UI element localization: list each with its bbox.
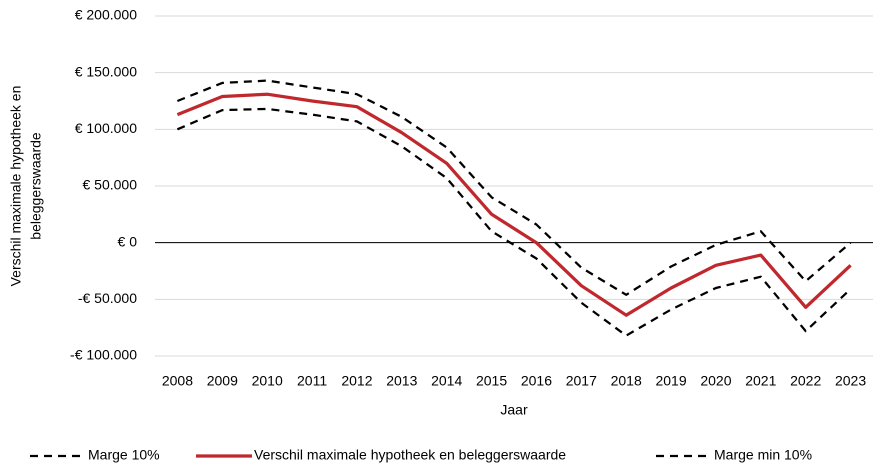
x-tick-label: 2010 — [252, 373, 283, 389]
y-tick-label: € 50.000 — [83, 177, 138, 193]
x-tick-label: 2015 — [476, 373, 507, 389]
data-line — [176, 107, 852, 337]
x-tick-label: 2008 — [162, 373, 193, 389]
x-tick-label: 2012 — [341, 373, 372, 389]
x-tick-label: 2019 — [655, 373, 686, 389]
x-tick-label: 2014 — [431, 373, 462, 389]
x-tick-label: 2023 — [835, 373, 866, 389]
x-tick-label: 2009 — [207, 373, 238, 389]
x-tick-label: 2016 — [521, 373, 552, 389]
x-tick-label: 2011 — [297, 373, 327, 389]
x-tick-label: 2021 — [745, 373, 776, 389]
y-tick-label: € 150.000 — [75, 63, 137, 79]
y-axis-label: Verschil maximale hypotheek en — [8, 86, 24, 287]
x-axis-label: Jaar — [500, 402, 528, 418]
legend-label: Marge min 10% — [714, 447, 812, 463]
x-tick-label: 2020 — [700, 373, 731, 389]
legend-label: Marge 10% — [88, 447, 160, 463]
y-tick-label: -€ 100.000 — [70, 347, 137, 363]
y-tick-label: € 0 — [118, 233, 138, 249]
data-line — [176, 79, 852, 296]
data-line — [176, 92, 852, 317]
y-tick-label: € 100.000 — [75, 120, 137, 136]
x-tick-label: 2022 — [790, 373, 821, 389]
y-tick-label: -€ 50.000 — [78, 290, 137, 306]
legend-label: Verschil maximale hypotheek en beleggers… — [254, 447, 566, 463]
x-tick-label: 2018 — [611, 373, 642, 389]
y-axis-label: beleggerswaarde — [28, 132, 44, 240]
x-tick-label: 2013 — [386, 373, 417, 389]
x-tick-label: 2017 — [566, 373, 597, 389]
y-tick-label: € 200.000 — [75, 7, 137, 23]
